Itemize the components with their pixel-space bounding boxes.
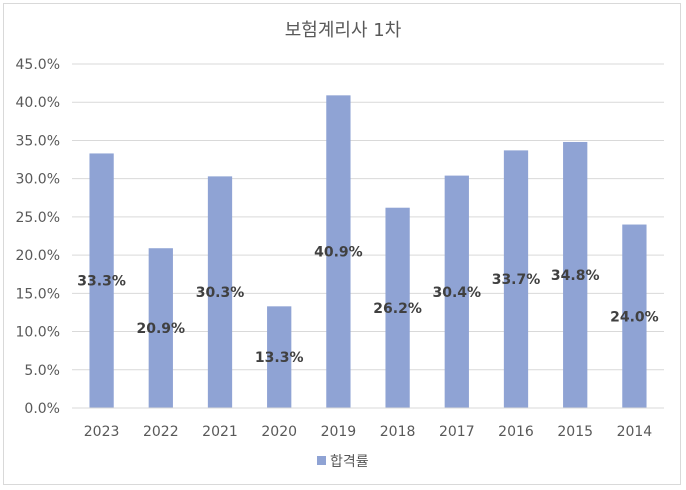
y-tick-label: 0.0% [24,401,60,417]
bar-2017 [444,175,469,408]
bar-2019 [326,95,351,408]
bar-2018 [385,207,410,408]
bar-2014 [622,224,647,408]
bar-2022 [148,248,173,408]
data-label-2020: 13.3% [255,350,304,366]
y-tick-label: 35.0% [16,133,60,149]
x-axis-tick-labels: 2023 2022 2021 2020 2019 2018 2017 2016 2015 2014 [84,424,653,440]
data-label-2016: 33.7% [492,272,541,288]
y-tick-label: 10.0% [16,325,60,341]
x-tick-label: 2021 [202,424,238,440]
bar-2021 [207,176,233,408]
x-tick-label: 2023 [84,424,120,440]
y-tick-label: 20.0% [16,248,60,264]
x-tick-label: 2014 [617,424,653,440]
legend: 합격률 [317,454,369,470]
data-label-2021: 30.3% [196,285,245,301]
chart-title: 보험계리사 1차 [285,20,402,41]
bar-2016 [503,150,529,409]
y-tick-label: 25.0% [16,210,60,226]
data-label-2015: 34.8% [551,268,600,284]
data-labels: 33.3% 20.9% 30.3% 13.3% 40.9% 26.2% 30.4% 33.7%… [77,245,658,366]
y-tick-label: 5.0% [24,363,60,379]
y-tick-label: 30.0% [16,172,60,188]
bar-2023 [89,153,114,408]
data-label-2023: 33.3% [77,274,126,290]
data-label-2017: 30.4% [433,285,482,301]
data-label-2018: 26.2% [373,301,422,317]
data-label-2022: 20.9% [137,321,186,337]
x-tick-label: 2019 [321,424,357,440]
x-tick-label: 2022 [143,424,179,440]
x-tick-label: 2015 [557,424,593,440]
legend-swatch [317,456,326,465]
y-tick-label: 40.0% [16,95,60,111]
x-tick-label: 2018 [380,424,416,440]
y-tick-label: 15.0% [16,286,60,302]
data-label-2014: 24.0% [610,309,659,325]
legend-label: 합격률 [330,454,369,470]
bar-2015 [563,141,588,408]
y-axis-tick-labels: 0.0% 5.0% 10.0% 15.0% 20.0% 25.0% 30.0% 35.0% 40… [16,57,60,417]
data-label-2019: 40.9% [314,245,363,261]
x-tick-label: 2017 [439,424,475,440]
x-tick-label: 2016 [498,424,534,440]
bars [89,95,647,409]
y-tick-label: 45.0% [16,57,60,73]
x-tick-label: 2020 [261,424,297,440]
bar-2020 [267,306,292,408]
